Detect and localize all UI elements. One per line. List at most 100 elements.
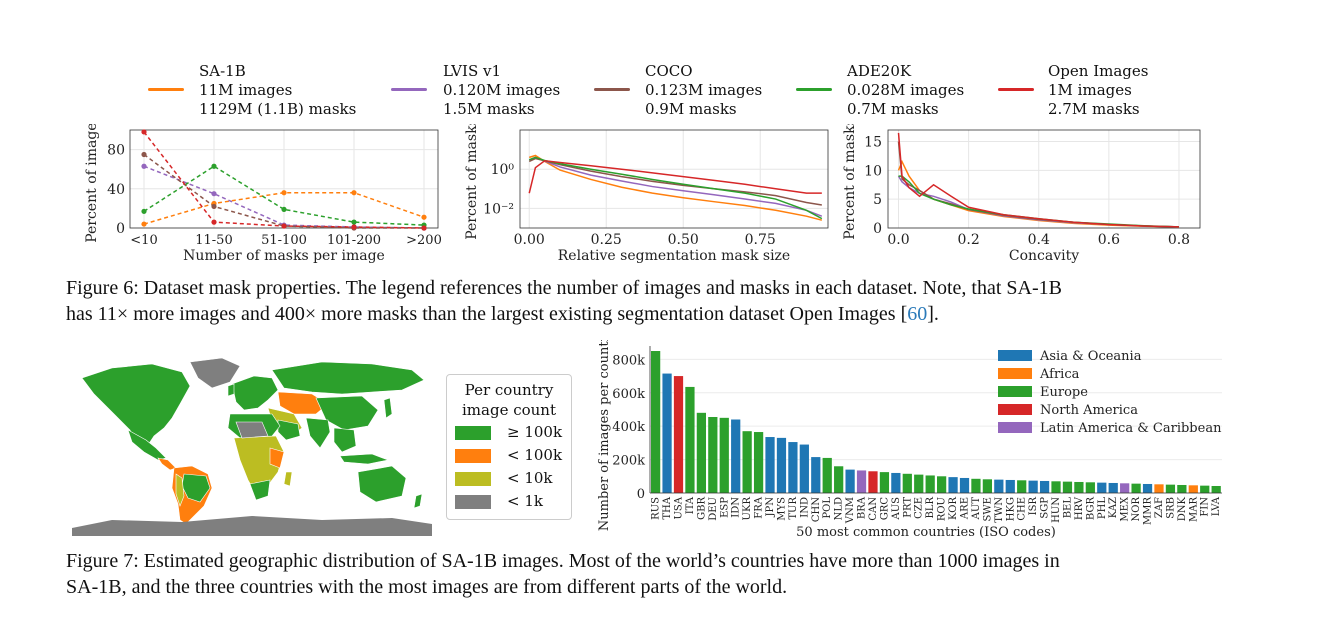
plot-frame [887,129,1201,229]
data-point [141,221,147,227]
bar-tha [662,373,672,493]
x-tick-label: CAN [868,497,879,521]
x-tick-label: SRB [1165,497,1176,519]
bar-rou [937,476,947,493]
legend-name-ade20k: ADE20K [847,62,912,80]
bar-prt [902,473,912,493]
y-tick-label: 0 [637,487,645,502]
bar-idn [731,419,741,493]
legend-masks-openimages: 2.7M masks [1048,100,1140,118]
bar-jpn [765,437,775,493]
figure6-caption: Figure 6: Dataset mask properties. The l… [66,275,1286,327]
bar-dnk [1177,484,1187,493]
map-antarctica [72,516,432,536]
citation-link[interactable]: 60 [907,303,928,325]
x-tick-label: CHE [1017,497,1028,521]
bar-che [1017,480,1027,493]
map-andes [175,473,185,507]
x-tick-label: KOR [948,497,959,520]
x-tick-label: <10 [130,233,157,248]
x-tick-label: DEU [708,497,719,521]
x-tick-label: MAR [1188,497,1199,522]
map-legend-swatch-10k [455,472,491,486]
series-line-3 [528,156,823,220]
legend-line-sa1b [148,88,184,91]
bar-vnm [845,469,855,493]
map-legend-label-100k: < 100k [507,446,563,464]
dataset-legend: SA-1B 11M images 1129M (1.1B) masks LVIS… [0,0,1340,120]
bar-mys [776,437,787,493]
legend-masks-lvis: 1.5M masks [443,100,535,118]
y-tick-label: 0 [873,221,882,237]
data-point [351,224,357,230]
legend-line-openimages [998,88,1034,91]
figure6-caption-line2b: ]. [927,303,939,325]
x-tick-label: PHL [1097,497,1108,519]
legend-line-coco [594,88,630,91]
x-tick-label: 0.25 [591,232,622,248]
bar-mex [1120,483,1130,493]
figure7-caption: Figure 7: Estimated geographic distribut… [66,548,1286,600]
y-tick-label: 10⁻² [483,201,514,217]
bar-ita [685,386,695,493]
x-tick-label: AUT [971,497,982,521]
legend-label: North America [1040,403,1138,418]
y-tick-label: 10 [864,163,882,179]
chart-masks-per-image: 0 40 80 <10 11-50 51-100 101-200 >200 Number of … [84,124,442,264]
x-axis-label: Number of masks per image [183,248,385,264]
x-tick-label: 0.2 [957,232,979,248]
bar-twn [994,479,1004,493]
x-tick-label: GBR [696,497,707,520]
y-axis-label: Number of images per country [597,340,612,531]
bar-bra [856,470,867,493]
bar-hkg [1005,479,1015,493]
x-tick-label: USA [674,496,685,519]
bar-isr [1028,480,1038,493]
map-central-america [157,457,177,471]
map-uk [227,383,235,397]
legend-images-sa1b: 11M images [199,81,293,99]
legend-images-openimages: 1M images [1048,81,1132,99]
x-tick-label: ARE [960,497,971,520]
legend-swatch [998,422,1032,433]
map-legend-label-10k: < 10k [507,469,553,487]
x-tick-label: BGR [1085,497,1096,521]
x-tick-label: SWE [982,497,993,521]
bar-fin [1200,485,1210,493]
plot-frame [519,129,829,229]
x-tick-label: UKR [742,497,753,521]
y-tick-label: 400k [612,420,645,435]
x-tick-label: HKG [1005,497,1016,521]
data-point [211,163,217,169]
x-tick-label: MEX [1120,496,1131,522]
map-legend-swatch-100k-plus [455,426,491,440]
legend-name-sa1b: SA-1B [199,62,246,80]
bar-rus [651,351,661,493]
legend-images-lvis: 0.120M images [443,81,561,99]
legend-masks-sa1b: 1129M (1.1B) masks [199,100,357,118]
map-russia [271,361,425,395]
bar-ind [799,444,809,493]
legend-swatch [998,404,1032,415]
legend-name-lvis: LVIS v1 [443,62,502,80]
legend-swatch [998,368,1032,379]
series-line-2 [143,153,424,229]
bar-nld [834,466,844,493]
legend-line-lvis [391,88,427,91]
x-axis-label: 50 most common countries (ISO codes) [796,525,1056,540]
map-legend-title-line1: Per country [464,381,554,399]
bar-can [868,471,878,493]
bar-hun [1051,481,1061,493]
map-arabia [277,419,301,441]
x-tick-label: DNK [1177,496,1188,521]
series-line-4 [897,132,1179,228]
y-tick-label: 0 [116,221,125,237]
map-north-america [81,363,191,449]
map-madagascar [283,471,293,487]
map-central-asia [277,391,329,415]
series-line-4 [528,159,822,194]
data-point [141,129,147,135]
x-tick-label: GRC [879,497,890,521]
data-point [141,208,147,214]
bar-nor [1131,483,1141,493]
